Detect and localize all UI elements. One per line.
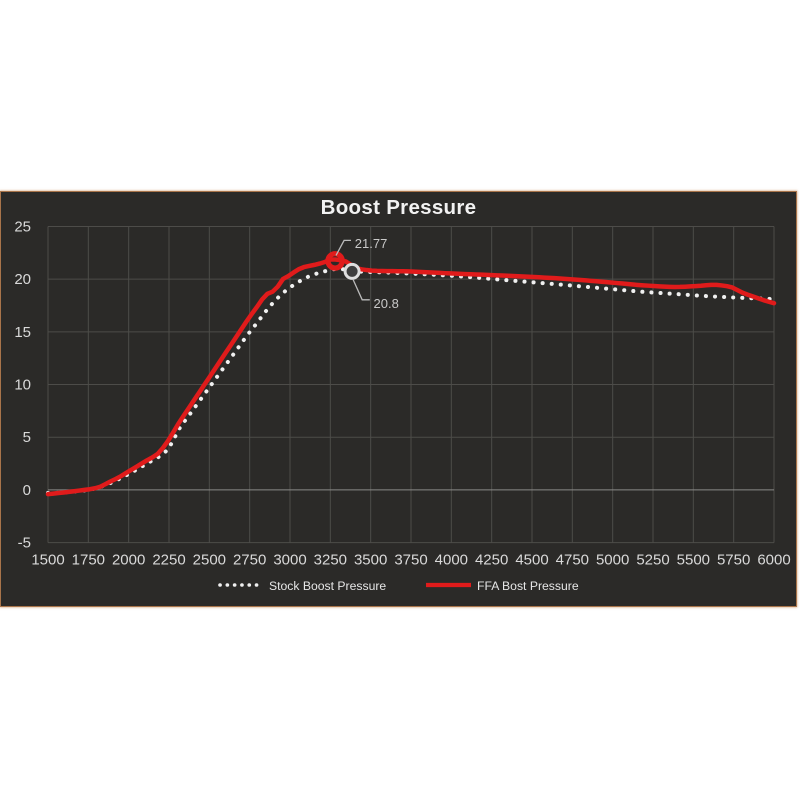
svg-text:5250: 5250 (636, 552, 669, 569)
svg-text:1500: 1500 (31, 552, 64, 569)
svg-text:4000: 4000 (435, 552, 468, 569)
svg-text:3000: 3000 (273, 552, 306, 569)
svg-text:20.8: 20.8 (374, 296, 399, 311)
svg-text:5750: 5750 (717, 552, 750, 569)
svg-text:3250: 3250 (314, 552, 347, 569)
svg-text:5500: 5500 (677, 552, 710, 569)
svg-text:3750: 3750 (394, 552, 427, 569)
svg-text:4500: 4500 (515, 552, 548, 569)
svg-text:25: 25 (14, 219, 31, 236)
svg-text:21.77: 21.77 (355, 236, 388, 251)
svg-text:-5: -5 (18, 535, 31, 552)
svg-text:FFA Bost Pressure: FFA Bost Pressure (477, 579, 579, 593)
svg-text:2750: 2750 (233, 552, 266, 569)
svg-text:10: 10 (14, 377, 31, 394)
svg-text:2250: 2250 (152, 552, 185, 569)
svg-text:15: 15 (14, 324, 31, 341)
svg-text:5000: 5000 (596, 552, 629, 569)
svg-text:0: 0 (23, 482, 31, 499)
svg-text:2500: 2500 (193, 552, 226, 569)
svg-text:1750: 1750 (72, 552, 105, 569)
svg-text:2000: 2000 (112, 552, 145, 569)
svg-text:4250: 4250 (475, 552, 508, 569)
svg-text:3500: 3500 (354, 552, 387, 569)
svg-text:5: 5 (23, 429, 31, 446)
svg-text:6000: 6000 (757, 552, 790, 569)
svg-text:4750: 4750 (556, 552, 589, 569)
svg-text:20: 20 (14, 271, 31, 288)
svg-text:Stock Boost Pressure: Stock Boost Pressure (269, 579, 386, 593)
